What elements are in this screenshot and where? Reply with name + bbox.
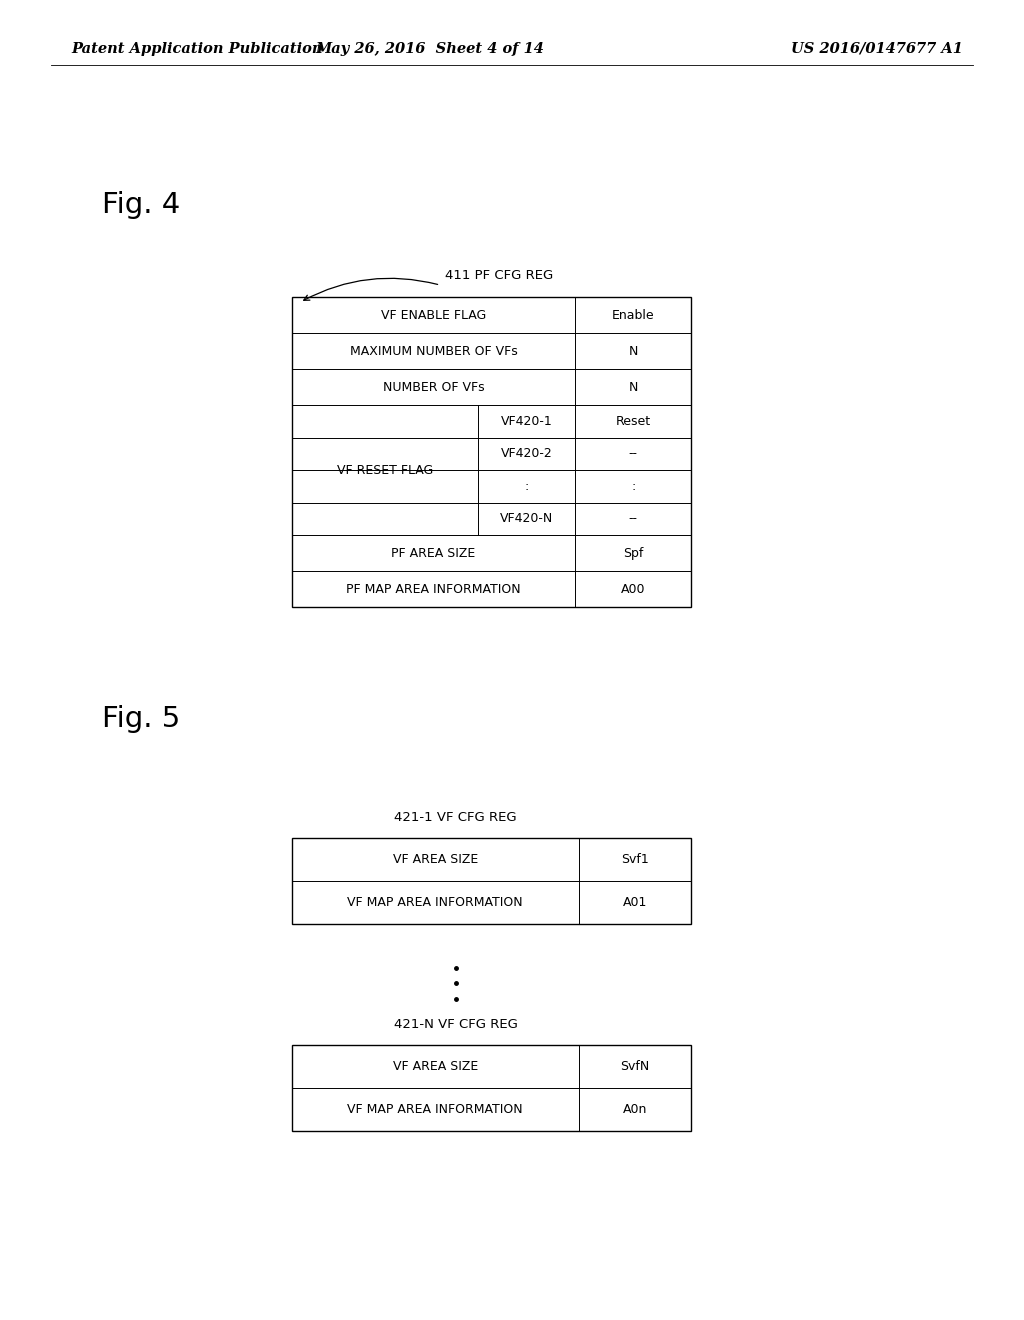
Text: Enable: Enable xyxy=(612,309,654,322)
Text: US 2016/0147677 A1: US 2016/0147677 A1 xyxy=(791,42,963,55)
Text: VF420-1: VF420-1 xyxy=(501,414,552,428)
Text: PF MAP AREA INFORMATION: PF MAP AREA INFORMATION xyxy=(346,582,521,595)
Text: N: N xyxy=(629,380,638,393)
Text: N: N xyxy=(629,345,638,358)
Bar xyxy=(292,297,691,607)
Text: :: : xyxy=(524,480,528,492)
Text: VF AREA SIZE: VF AREA SIZE xyxy=(392,853,478,866)
Text: 421-1 VF CFG REG: 421-1 VF CFG REG xyxy=(394,810,517,824)
Text: SvfN: SvfN xyxy=(621,1060,649,1073)
Text: Fig. 5: Fig. 5 xyxy=(102,705,180,734)
Text: 411 PF CFG REG: 411 PF CFG REG xyxy=(445,269,554,282)
Text: PF AREA SIZE: PF AREA SIZE xyxy=(391,546,476,560)
Text: VF MAP AREA INFORMATION: VF MAP AREA INFORMATION xyxy=(347,896,523,909)
Text: VF ENABLE FLAG: VF ENABLE FLAG xyxy=(381,309,486,322)
Text: Svf1: Svf1 xyxy=(621,853,649,866)
Text: NUMBER OF VFs: NUMBER OF VFs xyxy=(383,380,484,393)
Text: VF420-2: VF420-2 xyxy=(501,447,552,461)
Text: --: -- xyxy=(629,447,638,461)
Bar xyxy=(292,838,691,924)
Bar xyxy=(292,1045,691,1131)
Text: VF AREA SIZE: VF AREA SIZE xyxy=(392,1060,478,1073)
Text: Fig. 4: Fig. 4 xyxy=(102,190,180,219)
Text: Reset: Reset xyxy=(615,414,651,428)
Text: A0n: A0n xyxy=(623,1104,647,1117)
Text: Patent Application Publication: Patent Application Publication xyxy=(72,42,324,55)
Text: A01: A01 xyxy=(623,896,647,909)
Text: A00: A00 xyxy=(621,582,645,595)
Text: VF RESET FLAG: VF RESET FLAG xyxy=(337,463,433,477)
Text: VF MAP AREA INFORMATION: VF MAP AREA INFORMATION xyxy=(347,1104,523,1117)
Text: MAXIMUM NUMBER OF VFs: MAXIMUM NUMBER OF VFs xyxy=(350,345,517,358)
Text: Spf: Spf xyxy=(624,546,643,560)
Text: May 26, 2016  Sheet 4 of 14: May 26, 2016 Sheet 4 of 14 xyxy=(315,42,545,55)
Text: :: : xyxy=(631,480,636,492)
Text: 421-N VF CFG REG: 421-N VF CFG REG xyxy=(394,1018,517,1031)
Text: --: -- xyxy=(629,512,638,525)
Text: VF420-N: VF420-N xyxy=(500,512,553,525)
